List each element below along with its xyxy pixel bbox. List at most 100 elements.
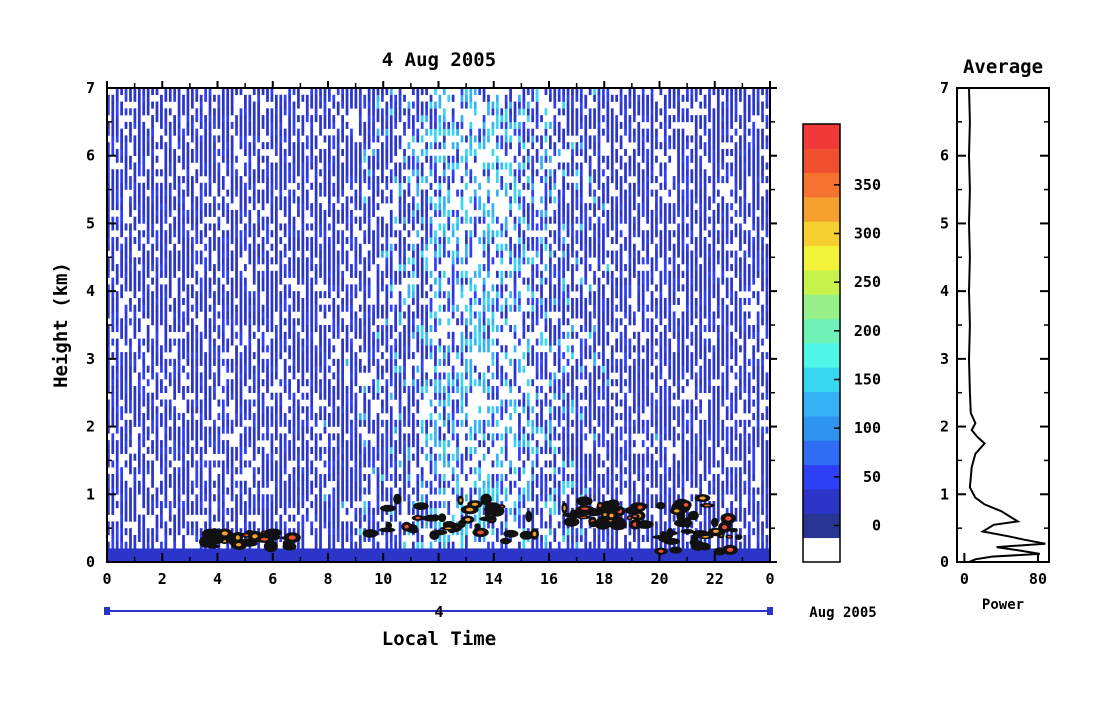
heatmap-cell [363, 501, 367, 509]
heatmap-cell [115, 182, 119, 190]
heatmap-cell [518, 365, 521, 373]
heatmap-cell [469, 433, 473, 441]
heatmap-cell [367, 277, 371, 285]
heatmap-cell [221, 257, 225, 265]
heatmap-cell [107, 494, 110, 502]
heatmap-cell [221, 358, 225, 366]
heatmap-cell [549, 121, 552, 129]
heatmap-cell [434, 155, 437, 163]
heatmap-cell [301, 189, 305, 197]
heatmap-cell [460, 467, 464, 475]
heatmap-cell [531, 480, 535, 488]
heatmap-cell [345, 413, 349, 421]
heatmap-cell [544, 264, 548, 272]
heatmap-cell [438, 304, 442, 312]
heatmap-cell [226, 541, 230, 549]
heatmap-cell [363, 297, 367, 305]
heatmap-cell [350, 209, 353, 217]
heatmap-cell [354, 460, 358, 468]
heatmap-cell [208, 142, 212, 150]
heatmap-cell [460, 338, 464, 346]
heatmap-cell [535, 250, 539, 258]
heatmap-cell [438, 501, 442, 509]
heatmap-cell [411, 325, 415, 333]
heatmap-cell [283, 433, 287, 441]
heatmap-cell [518, 257, 521, 265]
heatmap-cell [142, 169, 146, 177]
heatmap-cell [279, 514, 283, 522]
heatmap-cell [120, 196, 123, 204]
heatmap-cell [314, 135, 318, 143]
heatmap-cell [487, 230, 490, 238]
heatmap-cell [199, 433, 203, 441]
heatmap-cell [142, 101, 146, 109]
heatmap-cell [549, 406, 552, 414]
heatmap-cell [305, 236, 309, 245]
heatmap-cell [177, 297, 181, 305]
heatmap-cell [434, 203, 437, 211]
heatmap-cell [522, 426, 526, 434]
heatmap-cell [350, 385, 353, 394]
heatmap-cell [133, 108, 137, 116]
heatmap-cell [115, 318, 119, 326]
heatmap-cell [376, 243, 380, 251]
heatmap-cell [261, 223, 265, 231]
heatmap-cell [465, 534, 468, 542]
heatmap-cell [442, 433, 446, 441]
heatmap-cell [115, 358, 119, 366]
heatmap-cell [301, 148, 305, 157]
heatmap-cell [107, 142, 110, 150]
heatmap-cell [531, 182, 535, 190]
heatmap-cell [478, 264, 482, 272]
heatmap-cell [129, 358, 132, 366]
heatmap-cell [442, 142, 446, 150]
heatmap-cell [115, 148, 119, 157]
heatmap-cell [323, 521, 327, 529]
heatmap-cell [283, 270, 287, 278]
heatmap-cell [146, 176, 150, 184]
heatmap-cell [504, 223, 508, 231]
heatmap-cell [190, 88, 194, 96]
heatmap-cell [248, 338, 252, 346]
heatmap-cell [252, 297, 256, 305]
heatmap-cell [473, 196, 477, 204]
heatmap-cell [190, 413, 194, 421]
heatmap-cell [146, 94, 150, 102]
heatmap-cell [540, 162, 543, 170]
heatmap-cell [310, 460, 314, 468]
heatmap-cell [376, 135, 380, 143]
heatmap-cell [288, 473, 291, 482]
heatmap-cell [398, 460, 402, 468]
heatmap-cell [274, 216, 278, 224]
heatmap-cell [151, 169, 154, 177]
heatmap-cell [367, 426, 371, 434]
heatmap-cell [509, 94, 512, 102]
heatmap-cell [120, 257, 123, 265]
heatmap-cell [381, 365, 384, 373]
heatmap-cell [226, 338, 230, 346]
heatmap-cell [398, 541, 402, 549]
heatmap-cell [473, 433, 477, 441]
heatmap-cell [279, 453, 283, 461]
heatmap-cell [270, 304, 274, 312]
heatmap-cell [235, 277, 238, 285]
heatmap-cell [336, 257, 340, 265]
heatmap-cell [416, 264, 420, 272]
heatmap-cell [261, 250, 265, 258]
heatmap-cell [279, 406, 283, 414]
heatmap-cell [323, 385, 327, 394]
heatmap-cell [389, 325, 393, 333]
heatmap-cell [199, 446, 203, 454]
heatmap-cell [350, 419, 353, 427]
heatmap-cell [173, 440, 177, 448]
heatmap-cell [500, 108, 504, 116]
heatmap-cell [146, 413, 150, 421]
heatmap-cell [394, 121, 398, 129]
heatmap-cell [442, 223, 446, 231]
heatmap-cell [358, 196, 362, 204]
heatmap-cell [451, 514, 455, 522]
heatmap-cell [244, 189, 247, 197]
heatmap-cell [279, 121, 283, 129]
heatmap-cell [495, 142, 499, 150]
heatmap-cell [394, 507, 398, 515]
